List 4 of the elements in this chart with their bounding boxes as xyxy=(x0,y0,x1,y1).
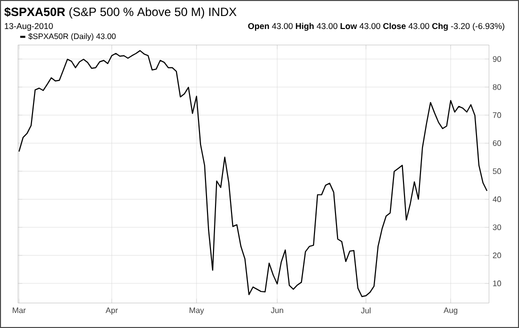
text: Open 43.00 High 43.00 Low 43.00 Close 43.00 Chg -3.20 (-6.93%) xyxy=(248,22,504,31)
chart-title: $SPXA50R (S&P 500 % Above 50 M) INDX xyxy=(4,7,236,18)
line-series xyxy=(18,50,488,298)
chart-subtitle: 13-Aug-2010 xyxy=(4,23,53,31)
